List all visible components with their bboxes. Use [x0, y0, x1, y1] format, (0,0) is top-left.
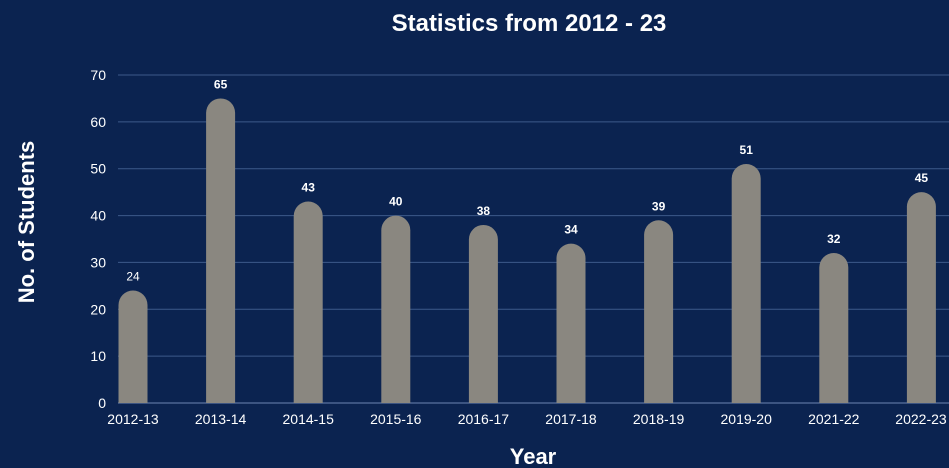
bar-2021-22	[819, 253, 849, 403]
y-axis-title: No. of Students	[14, 141, 39, 304]
data-label: 38	[477, 204, 491, 218]
data-label: 40	[389, 195, 403, 209]
bar-2015-16	[381, 215, 411, 403]
y-axis-ticks: 0 10 20 30 40 50 60 70	[90, 67, 106, 411]
x-tick-label: 2016-17	[458, 411, 510, 427]
data-label: 45	[915, 171, 929, 185]
y-tick-label: 60	[90, 114, 106, 130]
bar-2016-17	[468, 224, 498, 403]
data-label: 32	[827, 232, 841, 246]
x-tick-label: 2018-19	[633, 411, 685, 427]
y-tick-label: 70	[90, 67, 106, 83]
y-tick-label: 10	[90, 348, 106, 364]
data-label: 34	[564, 223, 578, 237]
x-tick-label: 2012-13	[107, 411, 159, 427]
y-tick-label: 30	[90, 254, 106, 270]
y-tick-label: 0	[98, 395, 106, 411]
x-axis-ticks: 2012-13 2013-14 2014-15 2015-16 2016-17 2017-…	[107, 411, 947, 427]
bars	[118, 98, 936, 403]
x-tick-label: 2022-23	[895, 411, 947, 427]
y-tick-label: 20	[90, 301, 106, 317]
data-label: 51	[740, 143, 754, 157]
y-tick-label: 40	[90, 208, 106, 224]
x-tick-label: 2021-22	[808, 411, 860, 427]
data-label: 39	[652, 199, 666, 213]
bar-2019-20	[731, 164, 761, 403]
bar-2013-14	[206, 98, 236, 403]
x-tick-label: 2017-18	[545, 411, 597, 427]
x-axis-title: Year	[510, 444, 557, 468]
bar-2014-15	[293, 201, 323, 403]
bar-2022-23	[906, 192, 936, 403]
x-tick-label: 2013-14	[195, 411, 247, 427]
bar-2012-13	[118, 290, 148, 403]
y-tick-label: 50	[90, 161, 106, 177]
data-label: 24	[126, 270, 140, 284]
data-label: 65	[214, 77, 228, 91]
data-labels: 24 65 43 40 38 34 39 51 32 45	[126, 77, 928, 283]
bar-2017-18	[556, 243, 586, 403]
chart-title: Statistics from 2012 - 23	[392, 10, 667, 37]
x-tick-label: 2014-15	[283, 411, 335, 427]
x-tick-label: 2019-20	[721, 411, 773, 427]
gridlines	[118, 74, 949, 404]
bar-2018-19	[644, 220, 674, 403]
x-tick-label: 2015-16	[370, 411, 422, 427]
data-label: 43	[302, 181, 316, 195]
